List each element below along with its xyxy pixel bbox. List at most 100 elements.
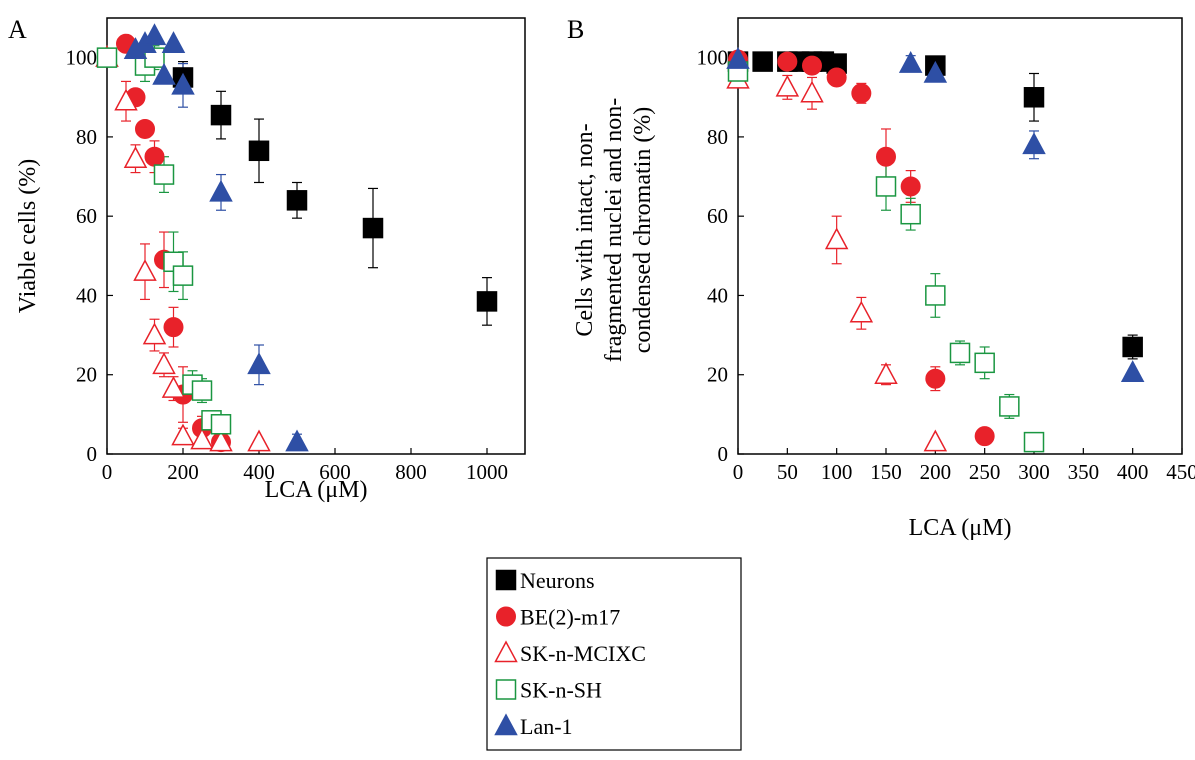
- panel-b-point-sknsh: [951, 343, 970, 362]
- panel-b-point-neurons: [1025, 88, 1044, 107]
- panel-b-x-tick-label: 350: [1068, 460, 1100, 484]
- panel-b-point-be2m17: [803, 56, 822, 75]
- panel-b-y-tick-label: 40: [707, 283, 728, 307]
- panel-a-point-lan1: [163, 33, 184, 53]
- panel-a-point-sknmcixc: [135, 261, 156, 281]
- panel-a-point-sknsh: [174, 266, 193, 285]
- panel-a-point-lan1: [211, 181, 232, 201]
- panel-a-point-sknmcixc: [173, 425, 194, 445]
- panel-a-points: [97, 25, 497, 452]
- panel-b-x-tick-label: 450: [1166, 460, 1195, 484]
- panel-a-point-lan1: [249, 354, 270, 374]
- panel-a-point-sknmcixc: [249, 431, 270, 451]
- panel-b-y-tick-label: 100: [697, 46, 729, 70]
- panel-b-point-sknmcixc: [851, 302, 872, 322]
- panel-a-point-be2m17: [136, 119, 155, 138]
- legend: Neurons BE(2)-m17 SK-n-MCIXC SK-n-SH Lan-1: [487, 558, 741, 750]
- panel-b-point-sknsh: [877, 177, 896, 196]
- panel-b-label: B: [567, 15, 584, 44]
- panel-a-y-tick-label: 0: [87, 442, 98, 466]
- legend-label-sknmcixc: SK-n-MCIXC: [520, 641, 646, 666]
- legend-label-be2m17: BE(2)-m17: [520, 605, 620, 630]
- panel-b-point-be2m17: [901, 177, 920, 196]
- panel-b-y-axis-title-line-2: fragmented nuclei and non-: [601, 98, 627, 363]
- legend-marker-sknmcixc: [496, 642, 517, 662]
- panel-a-y-axis-title: Viable cells (%): [15, 159, 41, 314]
- panel-a-y-tick-label: 60: [76, 204, 97, 228]
- panel-a-point-neurons: [212, 106, 231, 125]
- panel-a-point-sknmcixc: [144, 324, 165, 344]
- legend-entry-sknmcixc: SK-n-MCIXC: [496, 641, 646, 666]
- panel-a-point-be2m17: [164, 318, 183, 337]
- panel-a-point-neurons: [288, 191, 307, 210]
- panel-b-x-axis-title: LCA (μM): [909, 515, 1012, 541]
- panel-a-point-neurons: [478, 292, 497, 311]
- panel-b-point-neurons: [1123, 337, 1142, 356]
- legend-marker-lan1: [496, 715, 517, 735]
- panel-a-point-lan1: [144, 25, 165, 45]
- panel-b-point-be2m17: [778, 52, 797, 71]
- legend-entry-lan1: Lan-1: [496, 714, 573, 739]
- panel-a-point-lan1: [287, 431, 308, 451]
- panel-b-point-sknmcixc: [826, 229, 847, 249]
- panel-b-plot-frame: [738, 18, 1182, 454]
- legend-entry-sknsh: SK-n-SH: [497, 678, 603, 703]
- panel-b-point-sknmcixc: [802, 82, 823, 102]
- legend-entries: Neurons BE(2)-m17 SK-n-MCIXC SK-n-SH Lan-1: [496, 568, 646, 739]
- panel-a-x-tick-label: 1000: [466, 460, 508, 484]
- legend-marker-neurons: [497, 571, 516, 590]
- legend-marker-sknsh: [497, 680, 516, 699]
- panel-b-y-tick-label: 60: [707, 204, 728, 228]
- panel-a-point-be2m17: [145, 147, 164, 166]
- panel-b-point-sknsh: [901, 205, 920, 224]
- panel-a-point-sknsh: [193, 381, 212, 400]
- panel-a-point-neurons: [364, 219, 383, 238]
- legend-label-lan1: Lan-1: [520, 714, 573, 739]
- panel-b-point-sknsh: [1000, 397, 1019, 416]
- panel-b-x-tick-label: 0: [733, 460, 744, 484]
- panel-b-x-tick-label: 200: [920, 460, 952, 484]
- panel-b-point-lan1: [1024, 134, 1045, 154]
- panel-b-ticks: 0 50 100 150 200 250 300 350 400 450 0 20 40 60 80 100: [697, 46, 1195, 484]
- panel-a-x-axis-title: LCA (μM): [265, 477, 368, 503]
- panel-b-y-axis-title-line-1: Cells with intact, non-: [572, 123, 598, 336]
- panel-b-point-be2m17: [827, 68, 846, 87]
- panel-b-x-tick-label: 100: [821, 460, 853, 484]
- panel-b-x-tick-label: 300: [1018, 460, 1050, 484]
- panel-b-point-lan1: [900, 53, 921, 73]
- panel-b-point-sknsh: [975, 353, 994, 372]
- panel-b-point-lan1: [1122, 362, 1143, 382]
- legend-entry-neurons: Neurons: [497, 568, 595, 593]
- panel-b-y-tick-label: 80: [707, 125, 728, 149]
- panel-b-point-neurons: [753, 52, 772, 71]
- panel-b-chart: B 0 50 100 150 200 250 300 350 400 450 0 20 40 60 80 10…: [567, 15, 1195, 541]
- panel-b-point-be2m17: [877, 147, 896, 166]
- panel-b-point-sknsh: [1025, 433, 1044, 452]
- panel-b-point-sknmcixc: [777, 76, 798, 96]
- panel-a-y-tick-label: 100: [66, 46, 98, 70]
- panel-b-point-be2m17: [852, 84, 871, 103]
- panel-a-label: A: [8, 15, 27, 44]
- panel-a-y-tick-label: 20: [76, 363, 97, 387]
- panel-b-y-axis-title-line-3: condensed chromatin (%): [630, 107, 656, 354]
- panel-a-x-tick-label: 0: [102, 460, 113, 484]
- panel-b-x-tick-label: 400: [1117, 460, 1149, 484]
- panel-a-point-sknsh: [155, 165, 174, 184]
- panel-b-point-sknmcixc: [876, 364, 897, 384]
- legend-label-neurons: Neurons: [520, 568, 595, 593]
- legend-label-sknsh: SK-n-SH: [520, 678, 602, 703]
- panel-b-y-tick-label: 0: [718, 442, 729, 466]
- panel-b-x-tick-label: 150: [870, 460, 902, 484]
- panel-b-y-tick-label: 20: [707, 363, 728, 387]
- panel-a-x-tick-label: 200: [167, 460, 199, 484]
- panel-a-x-tick-label: 800: [395, 460, 427, 484]
- panel-a-y-tick-label: 80: [76, 125, 97, 149]
- panel-b-point-be2m17: [926, 369, 945, 388]
- panel-b-x-tick-label: 50: [777, 460, 798, 484]
- legend-marker-be2m17: [497, 607, 516, 626]
- panel-b-x-tick-label: 250: [969, 460, 1001, 484]
